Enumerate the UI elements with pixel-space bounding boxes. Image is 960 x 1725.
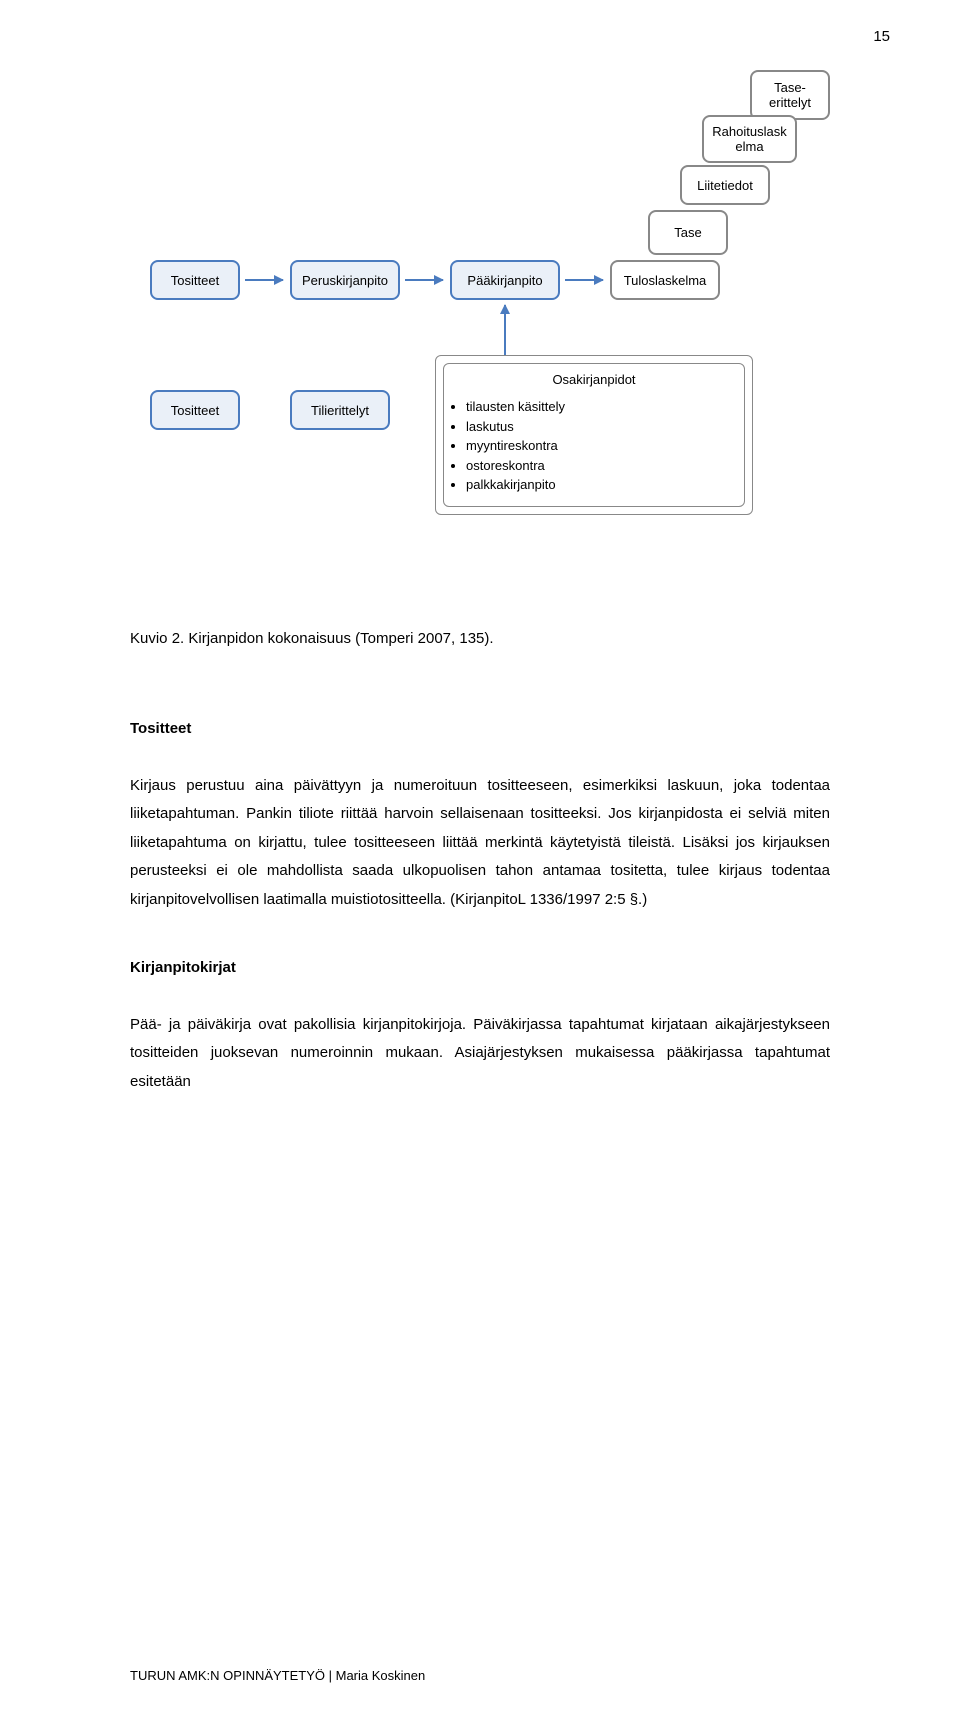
box-paakirjanpito: Pääkirjanpito bbox=[450, 260, 560, 300]
footer-text: TURUN AMK:N OPINNÄYTETYÖ | Maria Koskine… bbox=[130, 1668, 425, 1683]
section-heading: Kirjanpitokirjat bbox=[130, 954, 830, 983]
section-heading: Tositteet bbox=[130, 715, 830, 744]
osakirjanpidot-item: myyntireskontra bbox=[466, 436, 736, 456]
osakirjanpidot-title: Osakirjanpidot bbox=[444, 364, 744, 387]
osakirjanpidot-item: tilausten käsittely bbox=[466, 397, 736, 417]
flow-diagram: Tase- erittelytRahoituslask elmaLiitetie… bbox=[150, 100, 850, 600]
box-tilierittelyt: Tilierittelyt bbox=[290, 390, 390, 430]
osakirjanpidot-list: tilausten käsittelylaskutusmyyntireskont… bbox=[444, 387, 744, 495]
osakirjanpidot-item: palkkakirjanpito bbox=[466, 475, 736, 495]
figure-caption: Kuvio 2. Kirjanpidon kokonaisuus (Tomper… bbox=[130, 630, 494, 647]
body-content: Tositteet Kirjaus perustuu aina päivättyy… bbox=[130, 715, 830, 1136]
arrow-3 bbox=[504, 305, 506, 355]
arrow-0 bbox=[245, 279, 283, 281]
box-liitetiedot: Liitetiedot bbox=[680, 165, 770, 205]
box-osakirjanpidot: Osakirjanpidottilausten käsittelylaskutu… bbox=[440, 360, 748, 510]
osakirjanpidot-item: laskutus bbox=[466, 417, 736, 437]
box-tuloslaskelma: Tuloslaskelma bbox=[610, 260, 720, 300]
box-tase: Tase bbox=[648, 210, 728, 255]
box-tositteet2: Tositteet bbox=[150, 390, 240, 430]
box-tositteet1: Tositteet bbox=[150, 260, 240, 300]
section-paragraph: Pää- ja päiväkirja ovat pakollisia kirja… bbox=[130, 1011, 830, 1097]
page-number: 15 bbox=[873, 28, 890, 45]
box-tase_erittelyt: Tase- erittelyt bbox=[750, 70, 830, 120]
section-paragraph: Kirjaus perustuu aina päivättyyn ja nume… bbox=[130, 772, 830, 915]
arrow-1 bbox=[405, 279, 443, 281]
arrow-2 bbox=[565, 279, 603, 281]
osakirjanpidot-item: ostoreskontra bbox=[466, 456, 736, 476]
box-peruskirjanpito: Peruskirjanpito bbox=[290, 260, 400, 300]
box-rahoituslaskelma: Rahoituslask elma bbox=[702, 115, 797, 163]
